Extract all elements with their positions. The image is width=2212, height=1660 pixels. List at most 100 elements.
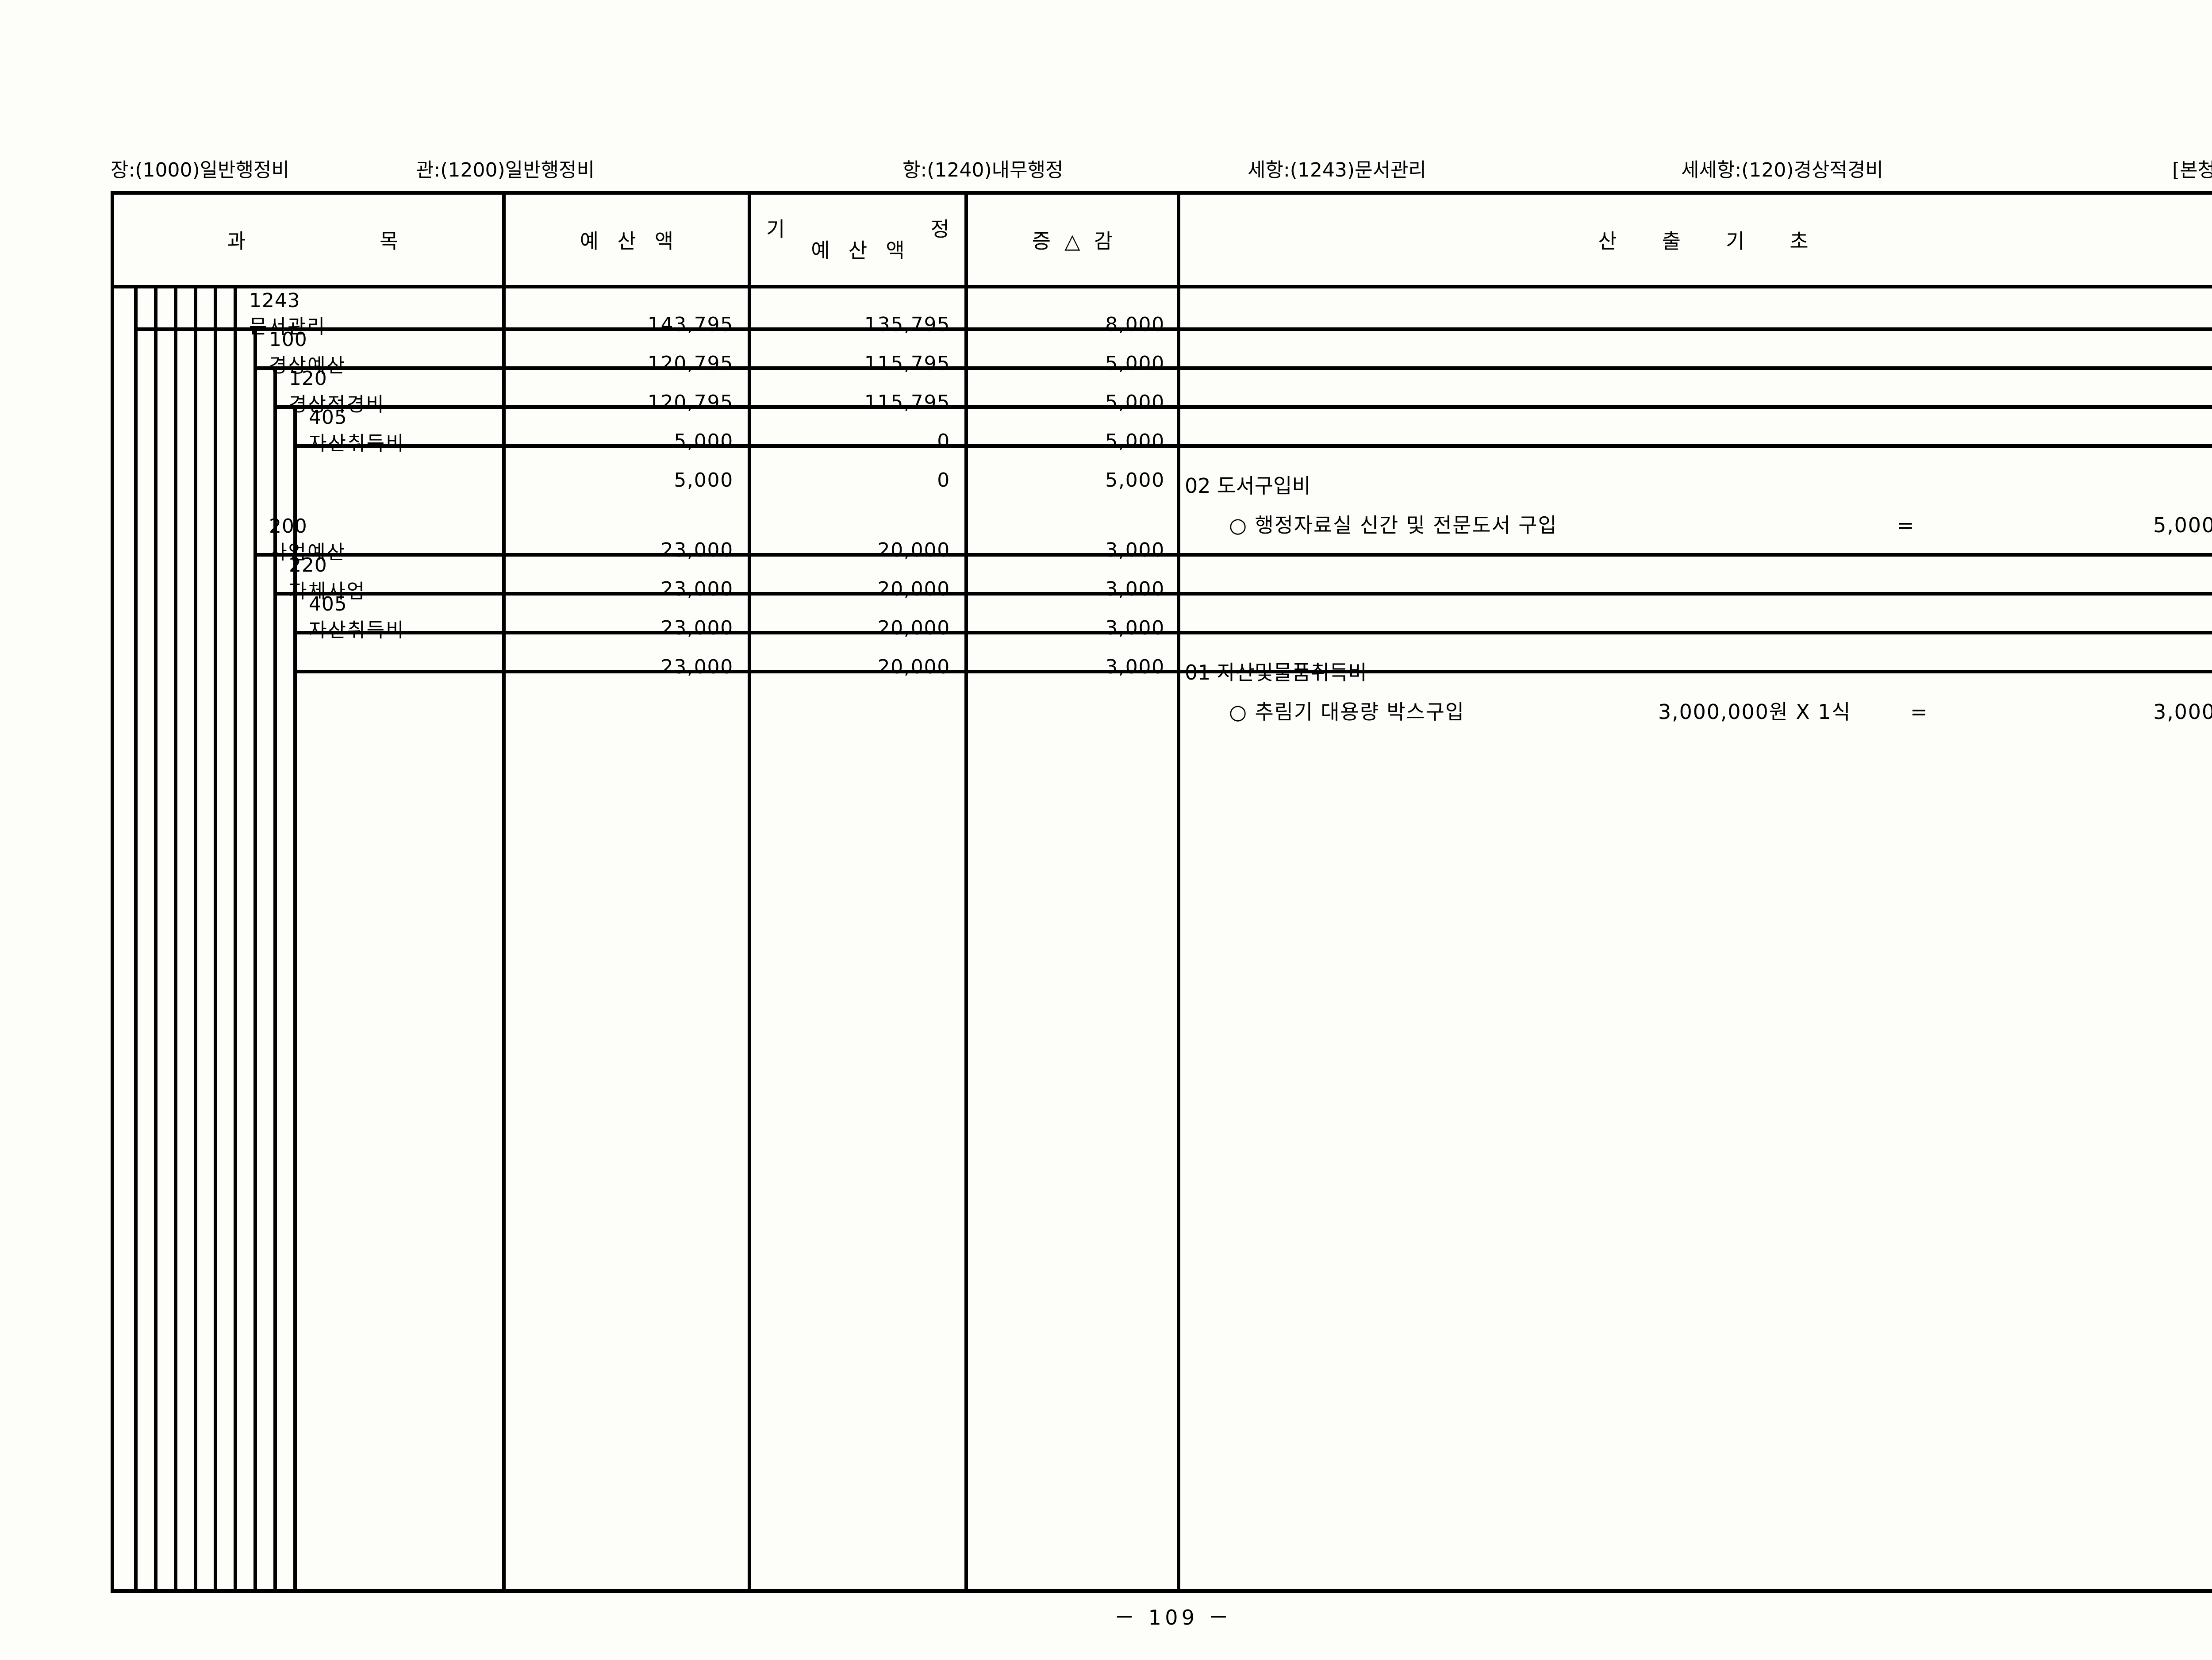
row-rule-2: [253, 366, 2212, 370]
row-jeunggam: 8,000: [1105, 313, 1165, 336]
row-rule-6: [273, 592, 2212, 596]
row-jeunggam: 5,000: [1105, 430, 1165, 453]
row-rule-5: [253, 553, 2212, 557]
row-yesan: 143,795: [647, 313, 733, 336]
row-gijeong: 135,795: [864, 313, 950, 336]
row-code: 405: [309, 593, 347, 615]
indent-rule-1: [154, 288, 157, 1589]
row-name: 자체사업: [289, 580, 366, 603]
basis-amount: 3,000: [2153, 700, 2212, 724]
row-rule-1: [134, 327, 2212, 331]
basis-title: 02 도서구입비: [1185, 474, 1311, 498]
row-jeunggam: 5,000: [1105, 469, 1165, 492]
table-row: 200 사업예산: [269, 515, 346, 564]
column-header-gijeong-jeong: 정: [930, 217, 949, 241]
column-header-gijeong-line2: 예 산 액: [811, 238, 911, 262]
row-yesan: 23,000: [661, 578, 733, 600]
row-name: 문서관리: [249, 315, 326, 338]
row-code: 1243: [249, 289, 300, 312]
row-name: 자산취득비: [309, 432, 405, 455]
row-gijeong: 20,000: [877, 578, 950, 600]
row-rule-7: [293, 631, 2212, 634]
row-jeunggam: 3,000: [1105, 617, 1165, 639]
indent-rule-5: [234, 288, 237, 1589]
row-rule-4: [293, 444, 2212, 448]
column-header-gwamok: 과 목: [114, 195, 502, 285]
row-jeunggam: 5,000: [1105, 391, 1165, 414]
indent-rule-level3: [293, 405, 297, 1589]
column-rule-gijeong: [748, 288, 751, 1589]
row-name: 사업예산: [269, 541, 346, 564]
column-header-sanchul-label: 산 출 기 초: [1598, 229, 1828, 253]
page-number: － 109 －: [1114, 1606, 1233, 1629]
classification-gwan: 관:(1200)일반행정비: [416, 159, 595, 181]
row-yesan: 120,795: [647, 352, 733, 375]
column-rule-sanchul: [1177, 288, 1180, 1589]
table-row: 1243 문서관리: [249, 291, 326, 337]
row-gijeong: 20,000: [877, 617, 950, 639]
classification-unit: [본청] (단위:천원): [2172, 159, 2212, 181]
basis-detail: ○ 행정자료실 신간 및 전문도서 구입: [1229, 513, 1558, 537]
table-header-row: 과 목 예 산 액 기 정 예 산 액 증 △ 감 산 출 기 초: [114, 195, 2212, 288]
row-name: 경상적경비: [289, 393, 385, 416]
row-code: 405: [309, 406, 347, 429]
classification-sehang: 세항:(1243)문서관리: [1248, 159, 1427, 181]
column-rule-jeunggam: [964, 288, 968, 1589]
row-yesan: 23,000: [661, 617, 733, 639]
indent-rule-level2: [273, 366, 277, 1589]
row-code: 220: [289, 554, 327, 576]
column-header-gwamok-right: 목: [380, 229, 399, 253]
classification-hang: 항:(1240)내무행정: [902, 159, 1064, 181]
budget-table: 과 목 예 산 액 기 정 예 산 액 증 △ 감 산 출 기 초: [111, 191, 2212, 1593]
table-row: 405 자산취득비: [309, 593, 405, 642]
table-row: 120 경상적경비: [289, 369, 385, 415]
basis-amount: 5,000: [2153, 513, 2212, 537]
indent-rule-3: [194, 288, 197, 1589]
indent-rule-level1: [253, 327, 257, 1589]
row-gijeong: 115,795: [864, 352, 950, 375]
row-yesan: 5,000: [674, 430, 733, 453]
row-code: 200: [269, 515, 307, 538]
row-gijeong: 20,000: [877, 656, 950, 678]
row-jeunggam: 3,000: [1105, 578, 1165, 600]
column-header-jeunggam: 증 △ 감: [964, 195, 1177, 285]
column-rule-yesan: [502, 288, 506, 1589]
basis-title: 01 자산및물품취득비: [1185, 661, 1367, 684]
row-gijeong: 20,000: [877, 539, 950, 561]
column-header-jeunggam-label: 증 △ 감: [1032, 229, 1117, 253]
row-code: 120: [289, 367, 327, 390]
basis-detail: ○ 추림기 대용량 박스구입: [1229, 700, 1465, 724]
classification-jang: 장:(1000)일반행정비: [111, 159, 290, 181]
row-rule-3: [273, 405, 2212, 409]
column-header-gijeong: 기 정 예 산 액: [748, 195, 964, 285]
row-yesan: 23,000: [661, 656, 733, 678]
column-header-gijeong-line1: 기 정: [751, 217, 964, 241]
basis-calculation: 3,000,000원 X 1식: [1658, 700, 1851, 724]
column-header-yesan-label: 예 산 액: [580, 229, 680, 253]
basis-equals: =: [1910, 700, 1928, 724]
row-gijeong: 0: [937, 469, 950, 492]
indent-rule-0: [134, 288, 138, 1589]
row-jeunggam: 3,000: [1105, 656, 1165, 678]
table-row: 405 자산취득비: [309, 406, 405, 455]
row-name: 자산취득비: [309, 619, 405, 642]
row-yesan: 5,000: [674, 469, 733, 492]
column-header-sanchul: 산 출 기 초: [1177, 195, 2212, 285]
classification-header: 장:(1000)일반행정비 관:(1200)일반행정비 항:(1240)내무행정…: [111, 157, 2212, 184]
row-name: 경상예산: [269, 354, 346, 377]
indent-rule-2: [174, 288, 177, 1589]
row-yesan: 120,795: [647, 391, 733, 414]
basis-equals: =: [1897, 513, 1915, 537]
column-header-gwamok-left: 과: [227, 229, 246, 253]
column-header-gijeong-gi: 기: [766, 217, 785, 241]
row-jeunggam: 3,000: [1105, 539, 1165, 561]
table-row: 220 자체사업: [289, 554, 366, 603]
classification-sesehang: 세세항:(120)경상적경비: [1681, 159, 1883, 181]
row-code: 100: [269, 328, 307, 351]
row-gijeong: 0: [937, 430, 950, 453]
row-yesan: 23,000: [661, 539, 733, 561]
table-body: 1243 문서관리 143,795 135,795 8,000 100 경상예산…: [114, 288, 2212, 1589]
column-header-yesan: 예 산 액: [502, 195, 748, 285]
row-gijeong: 115,795: [864, 391, 950, 414]
